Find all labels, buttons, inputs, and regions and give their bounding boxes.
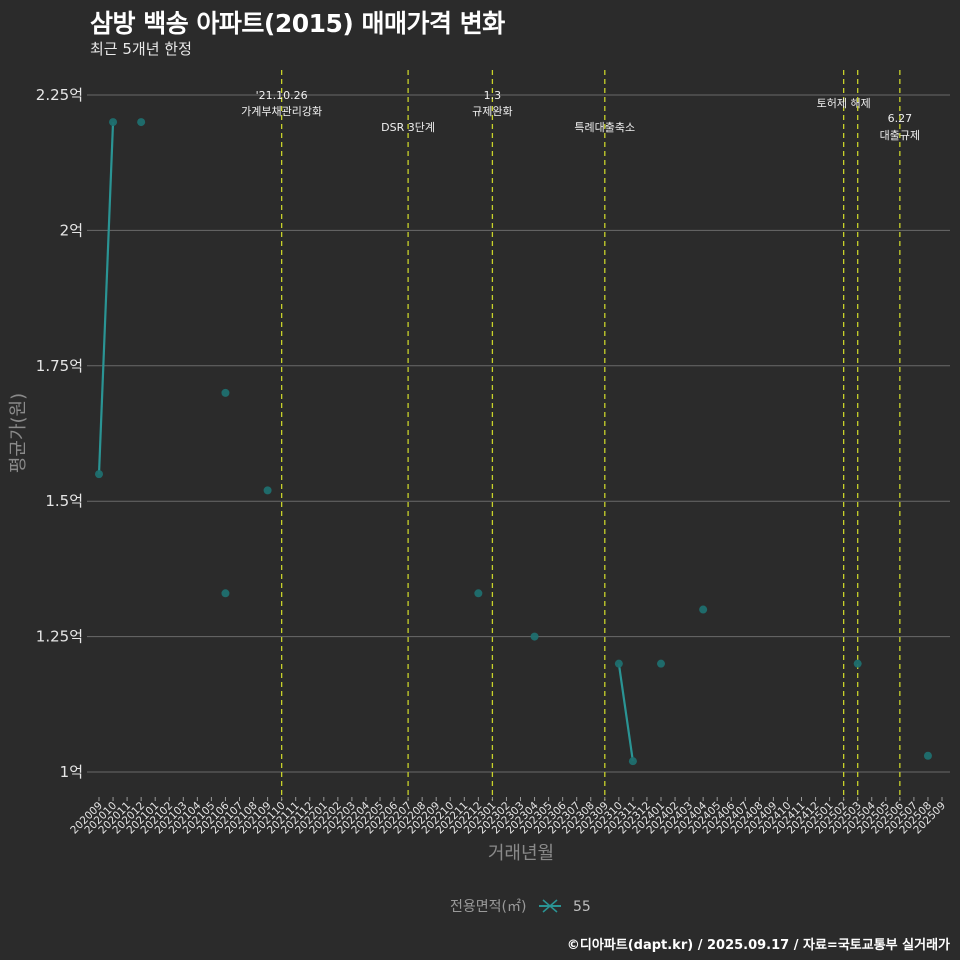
y-tick-label: 1억 xyxy=(60,763,83,781)
data-point xyxy=(221,388,230,397)
legend-entry-55: 55 xyxy=(573,899,591,915)
series-points xyxy=(95,118,932,766)
event-label: 토허제 해제 xyxy=(817,96,871,110)
series-line xyxy=(617,663,634,762)
event-label: 6.27 xyxy=(888,112,913,125)
series-lines xyxy=(97,122,634,762)
data-point xyxy=(95,470,103,479)
data-point xyxy=(628,757,637,766)
x-axis-title: 거래년월 xyxy=(488,843,554,864)
data-point xyxy=(614,659,623,668)
source-caption: ©디아파트(dapt.kr) / 2025.09.17 / 자료=국토교통부 실… xyxy=(566,938,950,953)
y-tick-label: 1.25억 xyxy=(36,628,83,646)
y-tick-label: 2억 xyxy=(60,221,83,239)
event-label: 가계부채관리강화 xyxy=(241,105,322,118)
data-point xyxy=(137,118,146,127)
event-label: 규제완화 xyxy=(472,105,512,118)
data-point xyxy=(923,751,932,760)
x-axis-ticks: 2020092020102020112020122021012021022021… xyxy=(68,797,948,836)
chart-title: 삼방 백송 아파트(2015) 매매가격 변화 xyxy=(90,9,505,38)
y-axis-ticks: 1억 1.25억 1.5억 1.75억 2억 2.25억 xyxy=(36,86,83,781)
data-point xyxy=(657,659,665,668)
data-point xyxy=(109,118,118,127)
data-point xyxy=(474,589,483,598)
y-gridlines xyxy=(87,94,950,773)
legend-key-icon xyxy=(539,899,561,913)
data-point xyxy=(853,659,862,668)
event-label: 특례대출축소 xyxy=(574,121,635,134)
data-point xyxy=(530,632,539,641)
event-label: 대출규제 xyxy=(880,129,920,142)
y-axis-title: 평균가(원) xyxy=(8,393,29,473)
y-tick-label: 1.5억 xyxy=(45,492,83,510)
chart-subtitle: 최근 5개년 한정 xyxy=(90,40,192,58)
y-tick-label: 1.75억 xyxy=(36,357,83,375)
y-tick-label: 2.25억 xyxy=(36,86,83,104)
legend: 전용면적(㎡) 55 xyxy=(450,899,591,915)
event-label: '21.10.26 xyxy=(256,89,308,102)
data-point xyxy=(699,605,708,614)
data-point xyxy=(221,589,230,598)
event-label: DSR 3단계 xyxy=(381,121,435,134)
data-point xyxy=(263,486,272,495)
series-line xyxy=(97,122,115,475)
legend-title: 전용면적(㎡) xyxy=(450,899,526,915)
event-label: 1.3 xyxy=(484,89,502,102)
